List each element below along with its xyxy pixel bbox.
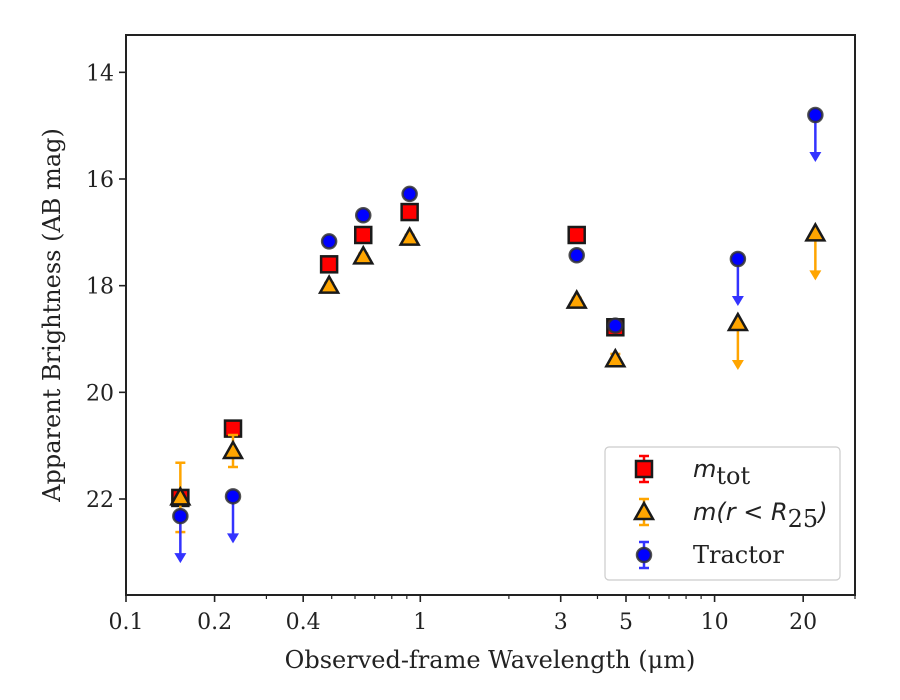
legend-marker bbox=[632, 500, 656, 521]
series-m-r25-point bbox=[317, 274, 341, 294]
x-tick-label: 3 bbox=[554, 610, 568, 635]
legend-marker bbox=[635, 546, 653, 564]
series-mtot-point bbox=[354, 225, 373, 245]
x-tick-label: 0.2 bbox=[197, 610, 232, 635]
legend: mtot m(r < R25) Tractor bbox=[604, 446, 841, 581]
upper-limit-arrow bbox=[731, 360, 744, 370]
legend-label: m(r < R25) bbox=[693, 498, 828, 533]
series-tractor-point bbox=[355, 207, 372, 224]
x-tick-label: 0.1 bbox=[109, 610, 144, 635]
upper-limit-arrow bbox=[227, 533, 240, 544]
x-axis-label: Observed-frame Wavelength (μm) bbox=[285, 646, 696, 674]
x-tick-label: 5 bbox=[619, 610, 633, 635]
upper-limit-arrow bbox=[809, 270, 822, 281]
series-tractor-point bbox=[807, 106, 824, 124]
series-tractor-point bbox=[607, 317, 624, 334]
series-mtot-point bbox=[567, 225, 586, 245]
y-tick-label: 16 bbox=[86, 168, 114, 193]
series-m-r25-point bbox=[398, 226, 421, 246]
upper-limit-arrow bbox=[731, 296, 744, 306]
x-tick-label: 0.4 bbox=[286, 610, 321, 635]
series-m-r25-point bbox=[565, 289, 588, 309]
series-tractor-point bbox=[401, 185, 418, 203]
series-tractor-point bbox=[729, 250, 747, 268]
legend-label: Tractor bbox=[693, 541, 784, 569]
y-tick-label: 20 bbox=[86, 381, 114, 406]
series-mtot-point bbox=[319, 255, 339, 274]
axis-ticks: 0.1 0.2 0.4 1 3 5 10 20 14 16 18 20 22 bbox=[86, 61, 856, 635]
y-tick-label: 14 bbox=[86, 61, 114, 86]
series-m-r25-point bbox=[804, 221, 827, 242]
series-tractor-point bbox=[224, 488, 242, 505]
plot-frame bbox=[125, 34, 856, 596]
legend-label: mtot bbox=[693, 455, 750, 490]
series-mtot-point bbox=[400, 202, 419, 222]
legend-box bbox=[604, 446, 841, 581]
series-m-r25-point bbox=[726, 311, 750, 332]
chart-marks bbox=[169, 106, 827, 564]
upper-limit-arrow bbox=[809, 152, 822, 162]
x-tick-label: 10 bbox=[701, 610, 729, 635]
series-mtot bbox=[171, 202, 625, 508]
series-tractor bbox=[172, 106, 824, 564]
legend-marker bbox=[634, 459, 654, 479]
x-tick-label: 20 bbox=[789, 610, 817, 635]
y-tick-label: 22 bbox=[86, 488, 114, 513]
series-tractor-point bbox=[320, 233, 338, 250]
series-tractor-point bbox=[568, 247, 585, 264]
series-m-r25-point bbox=[169, 485, 192, 506]
y-tick-label: 18 bbox=[86, 275, 114, 300]
series-m-r25-point bbox=[352, 244, 375, 265]
y-axis-label: Apparent Brightness (AB mag) bbox=[38, 128, 66, 503]
series-tractor-point bbox=[172, 507, 189, 525]
series-m-r25 bbox=[169, 221, 827, 534]
series-m-r25-point bbox=[604, 347, 627, 368]
upper-limit-arrow bbox=[174, 553, 187, 564]
series-m-r25-point bbox=[221, 439, 245, 460]
x-tick-label: 1 bbox=[413, 610, 427, 635]
